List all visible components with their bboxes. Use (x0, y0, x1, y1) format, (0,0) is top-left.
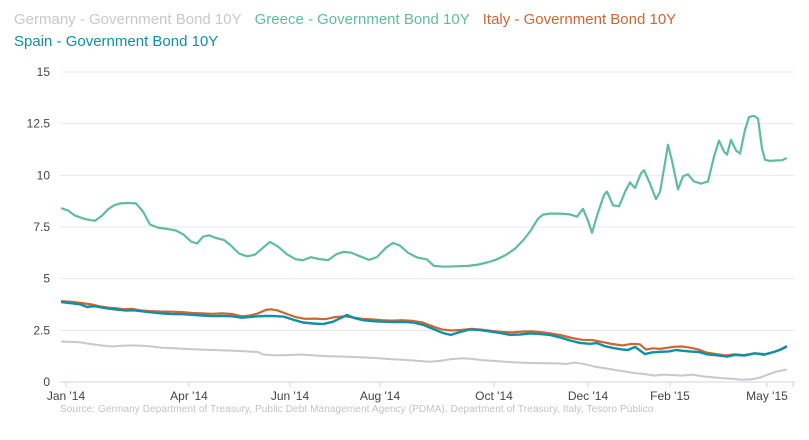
y-axis-label: 2.5 (33, 323, 50, 337)
y-axis-label: 0 (43, 375, 50, 389)
series-line-spain (60, 301, 788, 358)
x-axis-label: Feb '15 (650, 389, 690, 403)
x-axis-label: Aug '14 (360, 389, 401, 403)
x-axis-label: Dec '14 (568, 389, 609, 403)
x-axis-label: Jan '14 (47, 389, 86, 403)
x-axis-label: Jun '14 (271, 389, 310, 403)
x-axis-label: May '15 (746, 389, 788, 403)
series-line-greece (60, 114, 788, 268)
y-axis-label: 5 (43, 272, 50, 286)
legend-item-spain[interactable]: Spain - Government Bond 10Y (14, 33, 219, 50)
y-axis-label: 12.5 (27, 117, 51, 131)
legend-item-greece[interactable]: Greece - Government Bond 10Y (254, 11, 470, 28)
x-axis-label: Apr '14 (170, 389, 208, 403)
y-axis-label: 7.5 (33, 220, 50, 234)
legend-item-italy[interactable]: Italy - Government Bond 10Y (482, 11, 677, 28)
x-axis-label: Oct '14 (475, 389, 513, 403)
y-axis-label: 15 (37, 65, 51, 79)
series-line-italy (60, 300, 788, 357)
series-line-germany (61, 340, 787, 381)
chart-legend: Germany - Government Bond 10Y Greece - G… (14, 9, 799, 53)
y-axis-label: 10 (37, 168, 51, 182)
legend-item-germany[interactable]: Germany - Government Bond 10Y (14, 11, 242, 28)
source-note: Source: Germany Department of Treasury, … (60, 404, 654, 415)
